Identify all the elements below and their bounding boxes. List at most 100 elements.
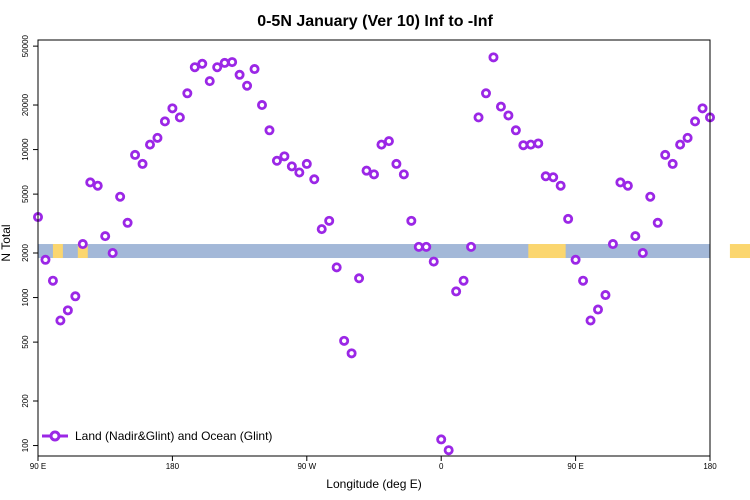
data-point xyxy=(555,180,566,191)
chart-title: 0-5N January (Ver 10) Inf to -Inf xyxy=(257,13,493,30)
data-point xyxy=(100,231,111,242)
y-tick-label: 500 xyxy=(21,335,30,349)
data-point xyxy=(309,174,320,185)
data-point xyxy=(339,335,350,346)
data-point xyxy=(563,213,574,224)
data-point xyxy=(615,177,626,188)
data-point xyxy=(40,254,51,265)
data-point xyxy=(249,64,260,75)
data-point xyxy=(242,80,253,91)
data-point xyxy=(182,88,193,99)
data-point xyxy=(682,132,693,143)
data-point xyxy=(451,286,462,297)
x-tick-label: 90 E xyxy=(567,462,583,471)
data-point xyxy=(421,241,432,252)
y-tick-label: 1000 xyxy=(21,288,30,306)
data-point xyxy=(346,348,357,359)
data-point xyxy=(458,275,469,286)
data-point xyxy=(443,445,454,456)
y-tick-label: 50000 xyxy=(21,34,30,57)
data-point xyxy=(660,149,671,160)
data-point xyxy=(436,434,447,445)
y-tick-label: 100 xyxy=(21,438,30,452)
data-point xyxy=(525,139,536,150)
data-point xyxy=(234,69,245,80)
data-point xyxy=(533,138,544,149)
x-tick-label: 90 W xyxy=(297,462,316,471)
data-point xyxy=(480,88,491,99)
data-point xyxy=(578,275,589,286)
data-point xyxy=(204,76,215,87)
data-point xyxy=(286,161,297,172)
land-segment-1 xyxy=(77,244,88,259)
data-point xyxy=(55,315,66,326)
data-point xyxy=(690,116,701,127)
data-point xyxy=(227,57,238,68)
data-point xyxy=(637,248,648,259)
data-point xyxy=(70,291,81,302)
data-point xyxy=(391,158,402,169)
data-point xyxy=(510,125,521,136)
data-point xyxy=(130,149,141,160)
data-point xyxy=(47,275,58,286)
y-tick-label: 200 xyxy=(21,394,30,408)
data-point xyxy=(174,112,185,123)
data-point xyxy=(361,165,372,176)
data-point xyxy=(667,158,678,169)
data-point xyxy=(159,116,170,127)
surface-band xyxy=(38,244,750,259)
data-point xyxy=(622,180,633,191)
data-point xyxy=(600,290,611,301)
legend-marker xyxy=(49,430,61,442)
data-point xyxy=(383,136,394,147)
legend: Land (Nadir&Glint) and Ocean (Glint) xyxy=(42,429,272,443)
data-point xyxy=(495,101,506,112)
land-segment-3 xyxy=(729,244,750,259)
data-point xyxy=(630,231,641,242)
data-point xyxy=(85,177,96,188)
data-point xyxy=(316,224,327,235)
data-point xyxy=(585,315,596,326)
y-tick-label: 2000 xyxy=(21,244,30,262)
data-point xyxy=(294,167,305,178)
data-point xyxy=(488,52,499,63)
data-point xyxy=(92,180,103,191)
data-point xyxy=(548,172,559,183)
x-tick-label: 90 E xyxy=(30,462,46,471)
data-point xyxy=(62,305,73,316)
data-point xyxy=(354,273,365,284)
data-point xyxy=(652,217,663,228)
data-point xyxy=(115,191,126,202)
data-point xyxy=(167,103,178,114)
data-point xyxy=(675,139,686,150)
data-point xyxy=(279,151,290,162)
y-axis: 100 200 500 1000 2000 5000 10000 20000 50000 xyxy=(21,34,38,452)
land-segment-0 xyxy=(52,244,63,259)
data-point xyxy=(197,58,208,69)
data-point xyxy=(122,217,133,228)
data-point xyxy=(212,62,223,73)
y-tick-label: 5000 xyxy=(21,185,30,203)
data-point xyxy=(331,262,342,273)
data-point xyxy=(107,248,118,259)
data-point xyxy=(607,239,618,250)
x-axis: 90 E 180 90 W 0 90 E 180 xyxy=(30,456,717,471)
data-point xyxy=(645,191,656,202)
y-tick-label: 20000 xyxy=(21,93,30,116)
data-point xyxy=(376,139,387,150)
land-segment-2 xyxy=(528,244,566,259)
x-axis-label: Longitude (deg E) xyxy=(326,477,421,491)
x-tick-label: 180 xyxy=(703,462,717,471)
data-point xyxy=(697,103,708,114)
y-axis-label: N Total xyxy=(0,224,13,261)
legend-label: Land (Nadir&Glint) and Ocean (Glint) xyxy=(75,429,272,443)
data-point xyxy=(324,215,335,226)
data-point xyxy=(137,158,148,169)
data-point xyxy=(368,169,379,180)
data-point xyxy=(570,254,581,265)
data-point xyxy=(152,132,163,143)
plot-frame xyxy=(37,39,711,457)
data-point xyxy=(503,110,514,121)
data-point xyxy=(189,62,200,73)
